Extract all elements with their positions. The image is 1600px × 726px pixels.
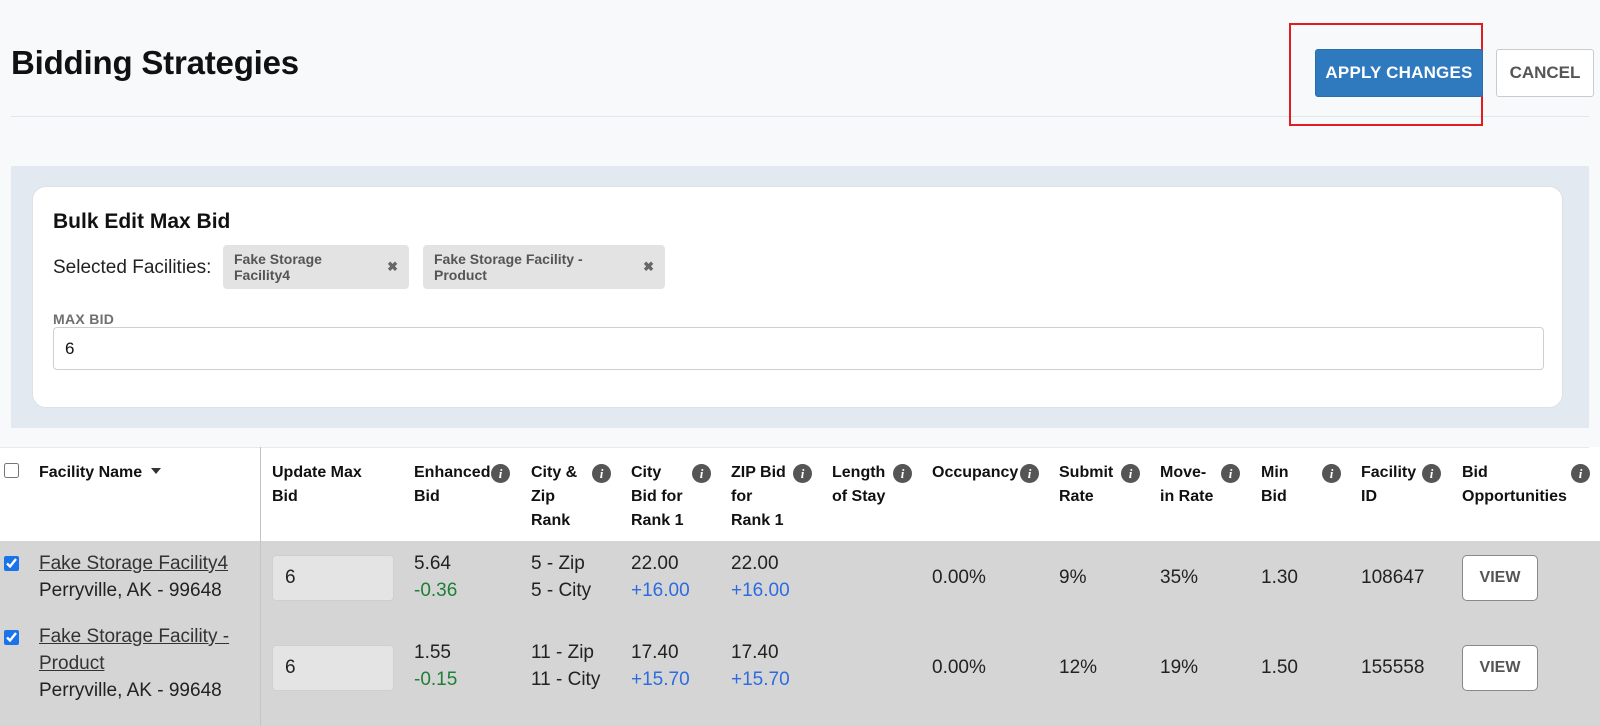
info-icon[interactable]: i: [1020, 464, 1039, 483]
facility-location: Perryville, AK - 99648: [39, 580, 222, 601]
table-row: Fake Storage Facility4 Perryville, AK - …: [0, 541, 1600, 615]
info-icon[interactable]: i: [1571, 464, 1590, 483]
info-icon[interactable]: i: [1422, 464, 1441, 483]
column-header-move-in-rate: Move-in Rate: [1160, 464, 1214, 505]
close-icon[interactable]: ✖: [387, 259, 398, 274]
table-header: Facility Name Update Max Bid Enhanced Bid …: [0, 447, 1600, 540]
bulk-edit-title: Bulk Edit Max Bid: [53, 210, 231, 233]
column-header-facility-id: Facility ID: [1361, 464, 1417, 505]
occupancy-cell: 0.00%: [932, 657, 986, 678]
zip-bid-cell: 17.40 +15.70: [731, 642, 790, 690]
info-icon[interactable]: i: [592, 464, 611, 483]
enhanced-bid-cell: 1.55 -0.15: [414, 642, 458, 690]
facility-name-link[interactable]: Fake Storage Facility -: [39, 626, 230, 647]
apply-changes-button[interactable]: APPLY CHANGES: [1315, 49, 1483, 97]
sort-down-icon[interactable]: [151, 467, 162, 474]
info-icon[interactable]: i: [1322, 464, 1341, 483]
max-bid-input[interactable]: [53, 327, 1544, 370]
update-max-bid-input[interactable]: [272, 645, 394, 691]
select-all-checkbox[interactable]: [4, 463, 19, 478]
facility-location: Perryville, AK - 99648: [39, 680, 222, 701]
info-icon[interactable]: i: [491, 464, 510, 483]
min-bid-cell: 1.50: [1261, 657, 1298, 678]
table-row: Fake Storage Facility - Product Perryvil…: [0, 615, 1600, 726]
occupancy-cell: 0.00%: [932, 567, 986, 588]
close-icon[interactable]: ✖: [643, 259, 654, 274]
enhanced-bid-cell: 5.64 -0.36: [414, 553, 458, 601]
column-header-occupancy: Occupancy: [932, 464, 1019, 481]
column-header-update-max-bid: Update Max Bid: [272, 464, 362, 505]
column-header-length-of-stay: Length of Stay: [832, 464, 886, 505]
column-header-bid-opportunities: Bid Opportunities: [1462, 464, 1567, 505]
cancel-button[interactable]: CANCEL: [1496, 49, 1594, 97]
city-bid-cell: 22.00 +16.00: [631, 553, 690, 601]
submit-rate-cell: 9%: [1059, 567, 1087, 588]
column-header-city-zip-rank: City & Zip Rank: [531, 464, 578, 529]
row-checkbox[interactable]: [4, 556, 19, 571]
column-header-city-bid-rank1: City Bid for Rank 1: [631, 464, 684, 529]
facility-cell: Fake Storage Facility4 Perryville, AK - …: [39, 550, 228, 604]
facility-name-link[interactable]: Product: [39, 653, 105, 674]
column-header-min-bid: Min Bid: [1261, 464, 1289, 505]
move-in-rate-cell: 19%: [1160, 657, 1199, 678]
min-bid-cell: 1.30: [1261, 567, 1298, 588]
max-bid-label: MAX BID: [53, 311, 115, 327]
chip-label: Fake Storage Facility4: [234, 251, 322, 283]
column-header-facility-name[interactable]: Facility Name: [39, 461, 162, 485]
view-button[interactable]: VIEW: [1462, 555, 1538, 601]
rank-cell: 11 - Zip 11 - City: [531, 642, 601, 690]
column-divider: [260, 447, 261, 726]
bulk-edit-panel: Bulk Edit Max Bid Selected Facilities: F…: [11, 166, 1589, 428]
info-icon[interactable]: i: [793, 464, 812, 483]
facility-id-cell: 108647: [1361, 567, 1425, 588]
facility-id-cell: 155558: [1361, 657, 1425, 678]
submit-rate-cell: 12%: [1059, 657, 1098, 678]
info-icon[interactable]: i: [893, 464, 912, 483]
page-header: Bidding Strategies APPLY CHANGES CANCEL: [11, 0, 1594, 126]
column-header-submit-rate: Submit Rate: [1059, 464, 1114, 505]
info-icon[interactable]: i: [1221, 464, 1240, 483]
move-in-rate-cell: 35%: [1160, 567, 1199, 588]
column-header-enhanced-bid: Enhanced Bid: [414, 464, 491, 505]
info-icon[interactable]: i: [1121, 464, 1140, 483]
page-title: Bidding Strategies: [11, 44, 299, 81]
facility-chip: Fake Storage Facility - Product ✖: [423, 245, 665, 289]
info-icon[interactable]: i: [692, 464, 711, 483]
bulk-edit-card: Bulk Edit Max Bid Selected Facilities: F…: [32, 186, 1563, 408]
chip-label: Fake Storage Facility - Product: [434, 251, 583, 283]
facility-name-link[interactable]: Fake Storage Facility4: [39, 553, 229, 574]
column-header-zip-bid-rank1: ZIP Bid for Rank 1: [731, 464, 786, 529]
zip-bid-cell: 22.00 +16.00: [731, 553, 790, 601]
row-checkbox[interactable]: [4, 630, 19, 645]
city-bid-cell: 17.40 +15.70: [631, 642, 690, 690]
view-button[interactable]: VIEW: [1462, 645, 1538, 691]
update-max-bid-input[interactable]: [272, 555, 394, 601]
selected-facilities-label: Selected Facilities:: [53, 257, 212, 278]
facility-cell: Fake Storage Facility - Product Perryvil…: [39, 623, 229, 704]
rank-cell: 5 - Zip 5 - City: [531, 553, 592, 601]
facility-chip: Fake Storage Facility4 ✖: [223, 245, 409, 289]
facilities-table: Facility Name Update Max Bid Enhanced Bid …: [0, 447, 1600, 726]
